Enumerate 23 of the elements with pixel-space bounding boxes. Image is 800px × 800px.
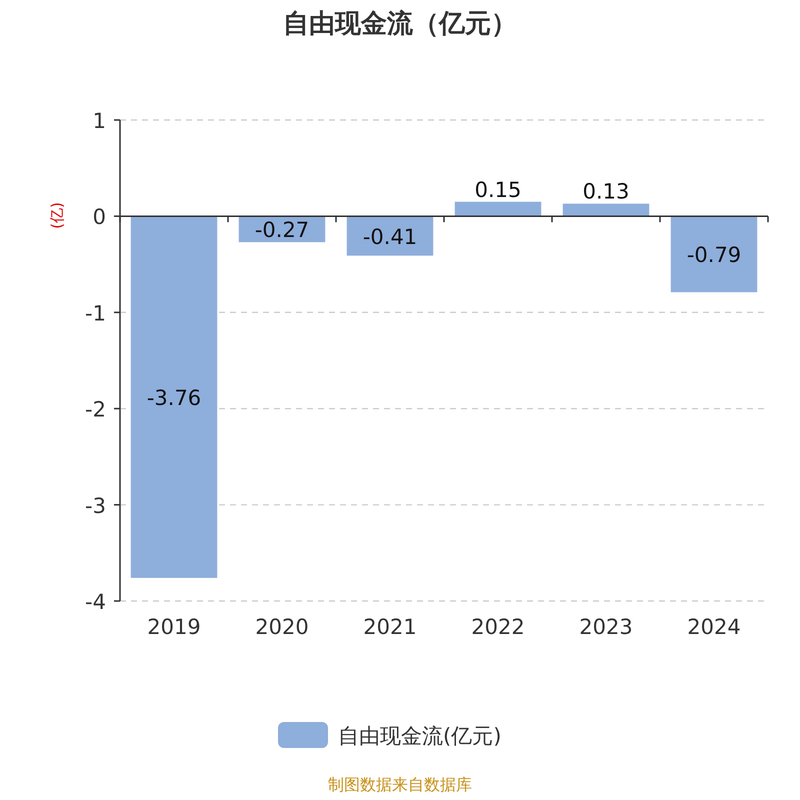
x-tick-label: 2023 bbox=[579, 615, 633, 639]
y-axis-title: (亿) bbox=[48, 202, 66, 229]
data-label: 0.13 bbox=[582, 180, 630, 204]
y-tick-label: -1 bbox=[85, 301, 106, 326]
y-tick-label: 0 bbox=[92, 205, 106, 230]
x-tick-label: 2022 bbox=[471, 615, 525, 639]
x-tick-label: 2024 bbox=[687, 615, 741, 639]
y-tick-label: -2 bbox=[85, 398, 106, 422]
x-tick-label: 2021 bbox=[363, 615, 417, 639]
legend: 自由现金流(亿元) bbox=[278, 722, 502, 748]
x-tick-label: 2019 bbox=[147, 615, 201, 639]
y-tick-label: -4 bbox=[85, 590, 106, 614]
text: 制图数据来自数据库 bbox=[328, 775, 472, 794]
chart-title: 自由现金流（亿元） bbox=[283, 9, 517, 39]
data-label: -0.27 bbox=[254, 218, 310, 242]
data-label: -0.79 bbox=[686, 243, 742, 268]
data-label: -0.41 bbox=[362, 224, 418, 249]
data-label: 0.15 bbox=[474, 178, 522, 202]
data-label: -3.76 bbox=[146, 386, 202, 410]
y-tick-label: -3 bbox=[85, 494, 106, 518]
x-tick-label: 2020 bbox=[255, 615, 309, 639]
legend-label: 自由现金流(亿元) bbox=[338, 724, 502, 748]
y-tick-label: 1 bbox=[92, 109, 106, 133]
